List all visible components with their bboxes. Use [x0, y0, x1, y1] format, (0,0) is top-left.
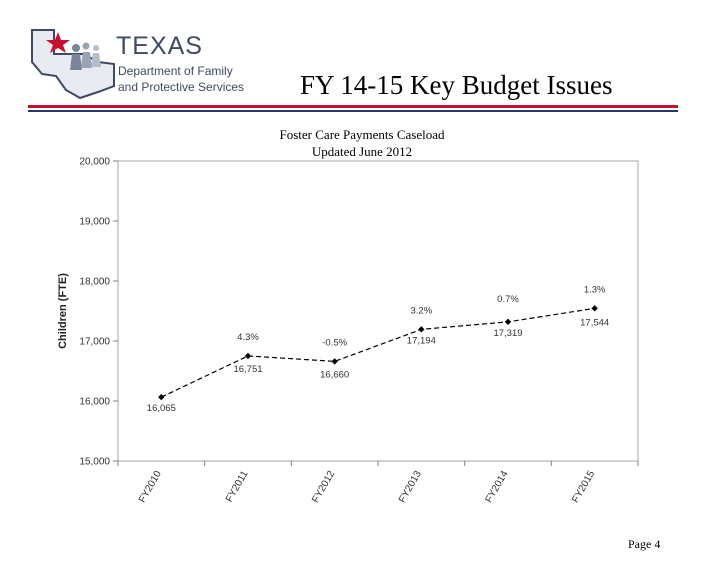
y-axis-title: Children (FTE) [57, 273, 69, 349]
y-tick-label: 19,000 [79, 217, 110, 228]
logo-subtitle-line-1: Department of Family [118, 64, 233, 78]
x-tick-label: FY2015 [570, 469, 597, 505]
growth-rate-label: 0.7% [497, 294, 519, 305]
y-tick-label: 18,000 [79, 277, 110, 288]
data-value-label: 16,660 [320, 369, 349, 380]
series-line [161, 307, 595, 398]
y-tick-label: 15,000 [79, 457, 110, 468]
x-tick-label: FY2013 [397, 469, 424, 505]
logo-subtitle-line-2: and Protective Services [118, 80, 245, 94]
data-point [418, 326, 425, 333]
data-point [591, 305, 598, 312]
y-tick-label: 16,000 [79, 397, 110, 408]
x-tick-label: FY2012 [310, 469, 337, 505]
texas-map-logo-icon [31, 29, 115, 100]
data-value-label: 16,751 [233, 364, 262, 375]
growth-rate-label: -0.5% [322, 337, 347, 348]
y-tick-label: 17,000 [79, 337, 110, 348]
growth-rate-label: 4.3% [237, 332, 259, 343]
logo-title: TEXAS [116, 32, 203, 60]
slide-title: FY 14-15 Key Budget Issues [300, 70, 613, 100]
chart-title-block: Foster Care Payments Caseload Updated Ju… [212, 126, 512, 160]
dfps-logo [28, 24, 258, 100]
data-value-label: 17,544 [580, 317, 609, 328]
page-number: Page 4 [628, 537, 661, 551]
data-value-label: 17,319 [493, 328, 522, 339]
growth-rate-label: 1.3% [584, 284, 606, 295]
data-point [504, 318, 512, 326]
header-divider-red [28, 105, 678, 108]
data-value-label: 17,194 [407, 335, 436, 346]
x-tick-label: FY2010 [137, 469, 164, 505]
data-point [244, 352, 252, 360]
plot-area-frame [117, 160, 639, 462]
data-point [331, 358, 338, 365]
chart-title: Foster Care Payments Caseload [279, 127, 445, 142]
growth-rate-label: 3.2% [411, 305, 433, 316]
chart-subtitle: Updated June 2012 [311, 144, 413, 159]
x-tick-label: FY2014 [484, 469, 511, 505]
header-divider-blue [28, 110, 678, 112]
data-point [158, 393, 165, 401]
data-value-label: 16,065 [147, 403, 176, 414]
y-tick-label: 20,000 [79, 157, 110, 168]
x-tick-label: FY2011 [224, 469, 251, 505]
